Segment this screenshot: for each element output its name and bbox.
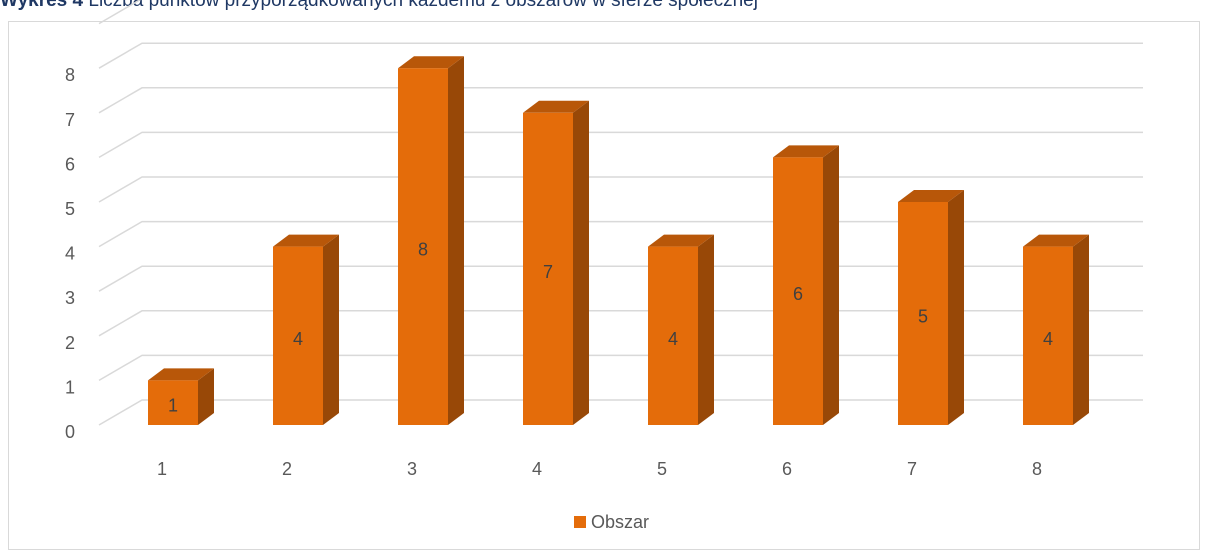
bar-data-label: 4	[293, 329, 303, 349]
bar-data-label: 7	[543, 262, 553, 282]
x-tick-label: 2	[282, 459, 292, 479]
grid-layer	[98, 0, 1143, 426]
y-tick-label: 3	[65, 288, 75, 308]
y-tick-label: 4	[65, 244, 75, 264]
x-tick-label: 1	[157, 459, 167, 479]
bar: 6	[773, 145, 839, 425]
bar-side	[698, 234, 714, 425]
legend-swatch	[574, 516, 586, 528]
x-tick-label: 3	[407, 459, 417, 479]
gridline	[98, 87, 1143, 114]
bar-data-label: 4	[1043, 329, 1053, 349]
y-tick-label: 6	[65, 154, 75, 174]
y-tick-label: 2	[65, 333, 75, 353]
x-tick-label: 8	[1032, 459, 1042, 479]
bar: 4	[1023, 234, 1089, 425]
gridline	[98, 176, 1143, 203]
legend: Obszar	[574, 512, 649, 532]
x-tick-label: 6	[782, 459, 792, 479]
gridline	[98, 42, 1143, 69]
x-tick-label: 4	[532, 459, 542, 479]
bar-top	[273, 234, 339, 247]
bar-top	[898, 190, 964, 202]
y-tick-labels: 0 1 2 3 4 5 6 7 8	[65, 65, 75, 442]
gridline	[98, 399, 1143, 426]
gridline	[98, 131, 1143, 159]
x-tick-label: 7	[907, 459, 917, 479]
y-tick-label: 8	[65, 65, 75, 85]
bar-side	[823, 145, 839, 425]
bar: 8	[398, 56, 464, 425]
x-tick-label: 5	[657, 459, 667, 479]
bar-front	[773, 157, 823, 425]
bar-data-label: 5	[918, 307, 928, 327]
bar: 5	[898, 190, 964, 425]
bar: 4	[273, 234, 339, 425]
bar: 7	[523, 100, 589, 426]
bar-front	[273, 246, 323, 425]
bar-front	[523, 112, 573, 426]
gridline	[98, 310, 1143, 337]
bar-side	[198, 368, 214, 425]
bar-data-label: 8	[418, 240, 428, 260]
bar: 1	[148, 368, 214, 425]
gridline	[98, 0, 142, 25]
x-tick-labels: 1 2 3 4 5 6 7 8	[157, 459, 1042, 479]
bar-data-label: 6	[793, 284, 803, 304]
bar-front	[648, 246, 698, 425]
caption-label: Wykres 4	[0, 0, 84, 11]
gridline	[98, 220, 1143, 248]
chart-caption: Wykres 4 Liczba punktów przyporządkowany…	[0, 0, 758, 12]
y-tick-label: 7	[65, 110, 75, 130]
bar-top	[1023, 234, 1089, 247]
bar-side	[323, 234, 339, 425]
y-tick-label: 1	[65, 377, 75, 397]
bar-top	[773, 145, 839, 158]
gridline	[98, 265, 1143, 292]
bar-side	[448, 56, 464, 425]
bars: 1 4 8 7 4 6 5 4	[148, 56, 1089, 426]
chart-frame	[8, 21, 1200, 550]
y-tick-label: 0	[65, 422, 75, 442]
bar-data-label: 1	[168, 396, 178, 416]
legend-label: Obszar	[591, 512, 649, 532]
bar-top	[523, 100, 589, 113]
caption-text: Liczba punktów przyporządkowanych każdem…	[88, 0, 758, 11]
bar-top	[648, 234, 714, 247]
bar-front	[898, 202, 948, 425]
bar-side	[573, 100, 589, 426]
bar-side	[948, 190, 964, 425]
bar-front	[398, 68, 448, 425]
gridline	[98, 354, 1143, 382]
bar-top	[398, 56, 464, 69]
bar-data-label: 4	[668, 329, 678, 349]
bar-top	[148, 368, 214, 381]
bar: 4	[648, 234, 714, 425]
y-tick-label: 5	[65, 199, 75, 219]
bar-front	[148, 380, 198, 425]
bar-side	[1073, 234, 1089, 425]
bar-front	[1023, 246, 1073, 425]
